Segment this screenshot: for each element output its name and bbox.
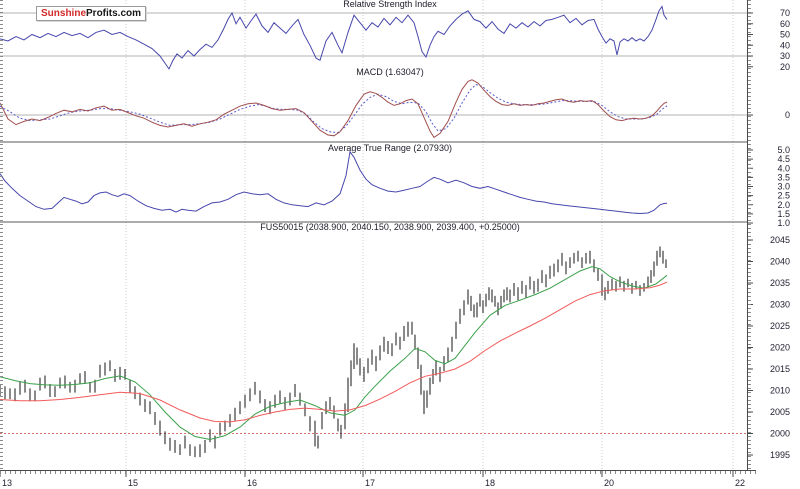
price-y-tick-label: 2045 <box>770 235 790 245</box>
x-tick-label: 17 <box>365 478 375 488</box>
rsi-y-tick-label: 60 <box>780 19 790 29</box>
right-axis-minor-ticks <box>748 0 751 470</box>
macd-signal-line <box>0 84 668 134</box>
atr-y-tick-label: 1.5 <box>777 209 790 219</box>
x-tick-label: 22 <box>735 478 745 488</box>
right-axis-line <box>747 0 748 471</box>
rsi-line <box>0 5 668 70</box>
atr-y-tick-label: 4.0 <box>777 163 790 173</box>
price-y-tick-label: 2025 <box>770 321 790 331</box>
atr-y-tick-label: 2.0 <box>777 200 790 210</box>
rsi-y-tick-label: 40 <box>780 40 790 50</box>
left-axis-minor-ticks <box>0 0 3 470</box>
price-y-tick-label: 2020 <box>770 343 790 353</box>
atr-y-tick-label: 1.0 <box>777 218 790 228</box>
price-y-tick-label: 2005 <box>770 407 790 417</box>
atr-y-tick-label: 2.5 <box>777 191 790 201</box>
rsi-y-tick-label: 30 <box>780 51 790 61</box>
price-y-tick-label: 2040 <box>770 257 790 267</box>
x-tick-label: 20 <box>604 478 614 488</box>
bottom-axis-minor-ticks <box>0 471 756 474</box>
price-y-tick-label: 1995 <box>770 450 790 460</box>
logo-text-profits: Profits.com <box>86 8 142 19</box>
atr-y-tick-label: 5.0 <box>777 145 790 155</box>
bottom-axis-line <box>0 470 756 471</box>
price-y-tick-label: 2030 <box>770 300 790 310</box>
macd-panel-title: MACD (1.63047) <box>356 67 424 77</box>
rsi-y-tick-label: 70 <box>780 8 790 18</box>
price-panel-title: FUS50015 (2038.900, 2040.150, 2038.900, … <box>260 222 520 232</box>
x-tick-label: 18 <box>485 478 495 488</box>
x-tick-label: 16 <box>247 478 257 488</box>
ma-fast-line <box>0 266 668 441</box>
macd-y-tick-label: 0 <box>785 110 790 120</box>
atr-y-tick-label: 4.5 <box>777 154 790 164</box>
price-y-tick-label: 2010 <box>770 386 790 396</box>
x-tick-label: 15 <box>128 478 138 488</box>
rsi-y-tick-label: 50 <box>780 30 790 40</box>
sunshine-profits-logo[interactable]: SunshineProfits.com <box>36 6 147 21</box>
rsi-y-tick-label: 20 <box>780 62 790 72</box>
rsi-panel-title: Relative Strength Index <box>343 0 437 9</box>
logo-text-sunshine: Sunshine <box>41 8 87 19</box>
ma-slow-line <box>0 281 668 423</box>
atr-y-tick-label: 3.5 <box>777 172 790 182</box>
price-y-tick-label: 2000 <box>770 429 790 439</box>
atr-y-tick-label: 3.0 <box>777 182 790 192</box>
atr-panel-title: Average True Range (2.07930) <box>328 143 452 153</box>
macd-line <box>0 79 668 139</box>
x-tick-label: 13 <box>2 478 12 488</box>
price-y-tick-label: 2035 <box>770 278 790 288</box>
atr-line <box>0 150 668 215</box>
price-y-tick-label: 2015 <box>770 364 790 374</box>
